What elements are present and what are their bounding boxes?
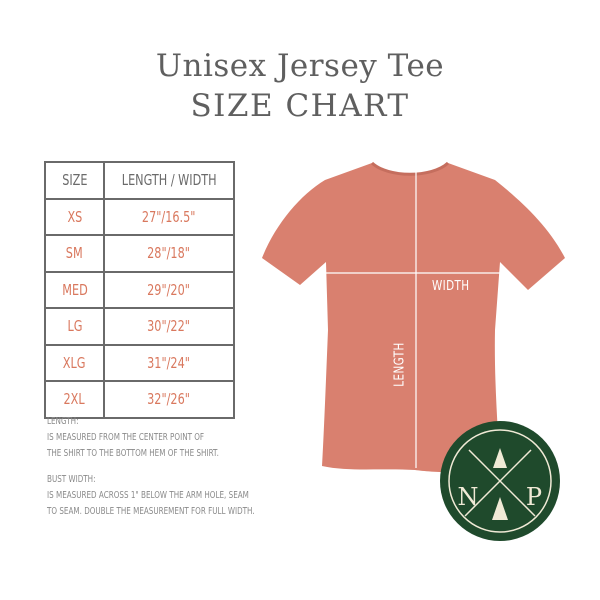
measure-cell: 29"/20": [103, 270, 235, 309]
table-row: MED 29"/20": [44, 270, 235, 309]
size-cell: SM: [44, 234, 105, 273]
size-table: SIZE LENGTH / WIDTH XS 27"/16.5" SM 28"/18…: [44, 161, 235, 419]
width-label: WIDTH: [432, 279, 470, 294]
size-cell: XS: [44, 197, 105, 236]
size-cell: LG: [44, 307, 105, 346]
table-row: XS 27"/16.5": [44, 197, 235, 236]
size-cell: MED: [44, 270, 105, 309]
table-row: LG 30"/22": [44, 307, 235, 346]
np-logo: N P: [440, 421, 560, 541]
table-row: SM 28"/18": [44, 234, 235, 273]
length-line: IS MEASURED FROM THE CENTER POINT OF: [47, 432, 205, 443]
title: Unisex Jersey Tee: [155, 48, 445, 84]
tshirt-image: [262, 163, 565, 473]
measure-cell: 31"/24": [103, 343, 235, 382]
header-length-width-text: LENGTH / WIDTH: [121, 171, 217, 190]
table-header-row: SIZE LENGTH / WIDTH: [44, 161, 235, 200]
length-label: LENGTH: [392, 342, 408, 387]
table-row: 2XL 32"/26": [44, 380, 235, 419]
width-line: IS MEASURED ACROSS 1" BELOW THE ARM HOLE…: [47, 490, 249, 501]
measure-cell: 32"/26": [103, 380, 235, 419]
subtitle: SIZE CHART: [190, 88, 410, 124]
table-row: XLG 31"/24": [44, 343, 235, 382]
header-length-width: LENGTH / WIDTH: [103, 161, 235, 200]
measure-cell: 27"/16.5": [103, 197, 235, 236]
length-line: THE SHIRT TO THE BOTTOM HEM OF THE SHIRT…: [47, 448, 219, 459]
header-size-text: SIZE: [61, 171, 88, 190]
logo-letter-p: P: [526, 483, 542, 511]
header-size: SIZE: [44, 161, 105, 200]
measure-cell: 30"/22": [103, 307, 235, 346]
size-cell: 2XL: [44, 380, 105, 419]
size-cell: XLG: [44, 343, 105, 382]
length-heading: LENGTH:: [47, 416, 79, 427]
width-line: TO SEAM. DOUBLE THE MEASUREMENT FOR FULL…: [47, 506, 255, 517]
logo-letter-n: N: [458, 483, 479, 511]
measurement-notes: LENGTH: IS MEASURED FROM THE CENTER POIN…: [47, 414, 335, 520]
width-heading: BUST WIDTH:: [47, 474, 96, 485]
measure-cell: 28"/18": [103, 234, 235, 273]
